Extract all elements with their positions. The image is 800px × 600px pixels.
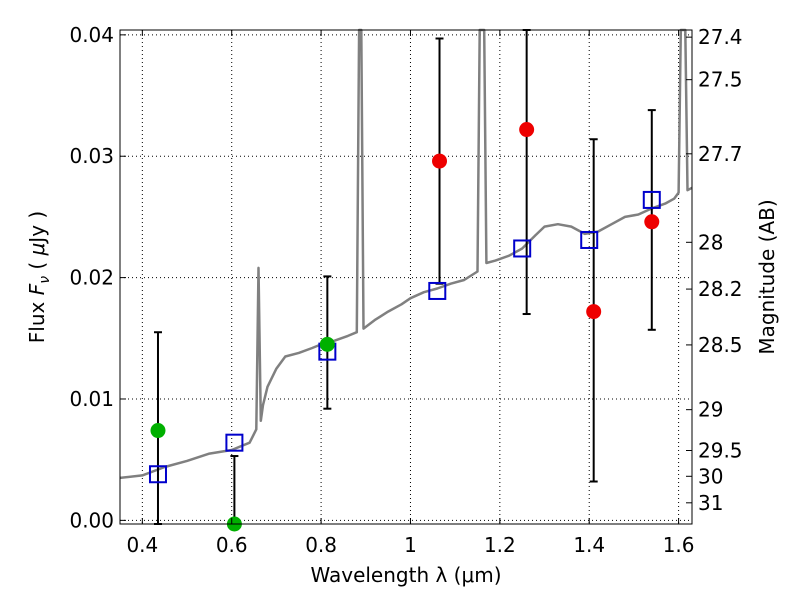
- y-tick-label: 0.03: [69, 144, 114, 168]
- model-photometry-square: [513, 239, 532, 258]
- model-photometry-square: [148, 465, 167, 484]
- mag-tick-label: 28.2: [698, 277, 743, 301]
- x-tick-label: 1.4: [573, 533, 605, 557]
- model-photometry-square: [225, 433, 244, 452]
- model-photometry-square: [428, 281, 447, 300]
- observed-flux-point: [319, 336, 335, 352]
- axis-ticks: 0.4 0.6 0.8 1 1.2 1.4 1.6 0.00 0.01 0.02 0.03 0.04 2…: [69, 23, 742, 557]
- model-spectrum-layer: [119, 28, 693, 480]
- observed-flux-point: [586, 304, 602, 320]
- model-photometry-square: [580, 230, 599, 249]
- mag-tick-label: 27.5: [698, 68, 743, 92]
- observed-flux-point: [519, 122, 535, 138]
- mag-tick-label: 29: [698, 398, 723, 422]
- mag-tick-label: 29.5: [698, 439, 743, 463]
- x-tick-label: 1.2: [484, 533, 516, 557]
- grid: [120, 30, 692, 524]
- x-tick-label: 0.4: [126, 533, 158, 557]
- y-tick-label: 0.00: [69, 508, 114, 532]
- y2-axis-title: Magnitude (AB): [755, 199, 779, 354]
- model-spectrum-line: [119, 28, 693, 480]
- observed-flux-point: [150, 423, 166, 439]
- observed-flux-point: [432, 153, 448, 169]
- y-tick-label: 0.02: [69, 266, 114, 290]
- model-photometry-square: [642, 190, 661, 209]
- y-tick-label: 0.01: [69, 387, 114, 411]
- x-tick-label: 0.8: [305, 533, 337, 557]
- plot-frame: [119, 29, 693, 525]
- mag-tick-label: 28: [698, 230, 723, 254]
- x-tick-label: 0.6: [216, 533, 248, 557]
- mag-tick-label: 27.4: [698, 25, 743, 49]
- mag-tick-label: 27.7: [698, 142, 743, 166]
- x-tick-label: 1: [404, 533, 417, 557]
- data-points: [148, 122, 661, 532]
- observed-flux-point: [644, 214, 660, 230]
- x-tick-label: 1.6: [663, 533, 695, 557]
- mag-tick-label: 31: [698, 491, 723, 515]
- y-axis-title: Flux Fν ( μJy ): [25, 211, 53, 343]
- mag-tick-label: 28.5: [698, 333, 743, 357]
- y-tick-label: 0.04: [69, 23, 114, 47]
- x-axis-title: Wavelength λ (μm): [310, 563, 501, 587]
- mag-tick-label: 30: [698, 464, 723, 488]
